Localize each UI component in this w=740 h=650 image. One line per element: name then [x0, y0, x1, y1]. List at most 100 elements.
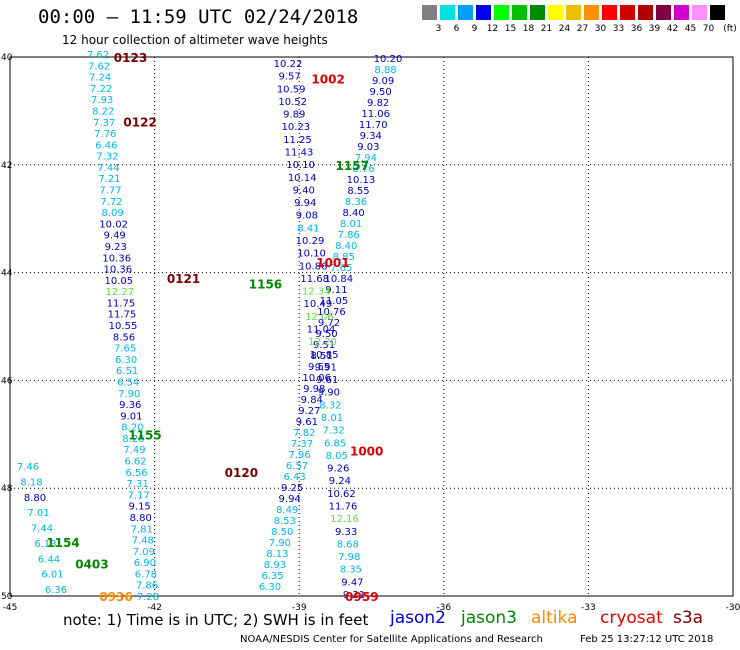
wave-height-value: 10.29 — [296, 236, 325, 247]
scale-label: 36 — [630, 24, 643, 34]
scale-unit: (ft) — [723, 24, 737, 34]
longitude-tick-label: -30 — [726, 603, 740, 613]
scale-label: 24 — [558, 24, 571, 34]
wave-height-value: 9.61 — [296, 417, 318, 428]
wave-height-value: 7.93 — [91, 95, 113, 106]
wave-height-value: 10.86 — [299, 261, 328, 272]
wave-height-value: 8.13 — [266, 549, 288, 560]
wave-height-value: 7.81 — [131, 524, 153, 535]
scale-swatch — [692, 5, 707, 20]
pass-time-label: 1154 — [46, 536, 79, 550]
wave-height-value: 10.55 — [109, 321, 138, 332]
wave-height-value: 10.02 — [99, 219, 128, 230]
wave-height-value: 10.52 — [278, 97, 307, 108]
scale-label: 9 — [471, 24, 478, 34]
longitude-tick-label: -36 — [436, 603, 451, 613]
wave-height-value: 8.36 — [345, 197, 367, 208]
wave-height-value: 9.03 — [357, 142, 379, 153]
wave-height-value: 11.75 — [107, 298, 136, 309]
wave-height-value: 10.76 — [317, 307, 346, 318]
scale-swatch — [512, 5, 527, 20]
wave-height-value: 8.80 — [130, 513, 152, 524]
wave-height-value: 10.20 — [374, 54, 403, 65]
wave-height-value: 6.01 — [41, 570, 63, 581]
scale-label: 33 — [612, 24, 625, 34]
wave-height-value: 7.31 — [126, 479, 148, 490]
wave-height-value: 7.77 — [99, 186, 121, 197]
wave-height-value: 11.06 — [361, 109, 390, 120]
wave-height-value: 6.62 — [124, 457, 146, 468]
pass-time-label: 1155 — [128, 428, 161, 442]
wave-height-value: 6.78 — [135, 569, 157, 580]
scale-swatch — [566, 5, 581, 20]
wave-height-value: 10.85 — [310, 350, 339, 361]
pass-time-label: 0403 — [75, 558, 108, 572]
wave-height-value: 9.50 — [315, 329, 337, 340]
wave-height-value: 9.91 — [315, 362, 337, 373]
wave-height-value: 6.54 — [117, 377, 139, 388]
wave-height-value: 8.50 — [271, 527, 293, 538]
wave-height-value: 10.36 — [102, 253, 131, 264]
wave-height-value: 7.90 — [269, 538, 291, 549]
wave-height-value: 7.28 — [137, 592, 159, 603]
longitude-tick-label: -45 — [3, 603, 18, 613]
wave-height-value: 8.22 — [92, 106, 114, 117]
wave-height-value: 6.30 — [259, 582, 281, 593]
scale-swatch — [440, 5, 455, 20]
wave-height-value: 9.15 — [129, 502, 151, 513]
wave-height-value: 8.35 — [340, 565, 362, 576]
wave-height-value: 7.96 — [288, 450, 310, 461]
scale-label: 21 — [540, 24, 553, 34]
wave-height-value: 6.30 — [115, 355, 137, 366]
wave-height-value: 8.76 — [352, 164, 374, 175]
wave-height-value: 7.09 — [133, 547, 155, 558]
wave-height-value: 8.20 — [122, 434, 144, 445]
wave-height-value: 11.75 — [108, 310, 137, 321]
wave-height-value: 7.46 — [17, 462, 39, 473]
wave-height-value: 7.21 — [98, 174, 120, 185]
wave-height-value: 8.40 — [335, 241, 357, 252]
wave-height-value: 7.37 — [291, 439, 313, 450]
wave-height-value: 7.24 — [89, 73, 111, 84]
pass-time-label: 0120 — [225, 466, 258, 480]
chart-subtitle: 12 hour collection of altimeter wave hei… — [62, 33, 328, 47]
wave-height-value: 7.72 — [100, 197, 122, 208]
latitude-tick-label: 44 — [1, 269, 13, 279]
scale-swatch — [422, 5, 437, 20]
wave-height-value: 6.85 — [324, 438, 346, 449]
wave-height-value: 10.10 — [297, 249, 326, 260]
wave-height-value: 6.13 — [34, 539, 56, 550]
wave-height-value: 7.01 — [27, 508, 49, 519]
scale-swatch — [656, 5, 671, 20]
pass-time-label: 0121 — [167, 272, 200, 286]
scale-label: 30 — [594, 24, 607, 34]
scale-label: 15 — [504, 24, 517, 34]
wave-height-value: 8.40 — [342, 208, 364, 219]
wave-height-value: 8.93 — [264, 560, 286, 571]
scale-swatch — [494, 5, 509, 20]
scale-swatch — [638, 5, 653, 20]
note-text: note: 1) Time is in UTC; 2) SWH is in fe… — [63, 611, 369, 629]
wave-height-value: 6.90 — [134, 558, 156, 569]
wave-height-value: 9.08 — [296, 211, 318, 222]
scale-swatch — [584, 5, 599, 20]
wave-height-value: 7.62 — [87, 50, 109, 61]
wave-height-value: 6.46 — [95, 140, 117, 151]
wave-height-value: 6.43 — [283, 472, 305, 483]
wave-height-value: 8.01 — [321, 413, 343, 424]
latitude-tick-label: 40 — [1, 53, 13, 63]
wave-height-value: 10.36 — [103, 265, 132, 276]
credit-text: NOAA/NESDIS Center for Satellite Applica… — [240, 634, 543, 645]
wave-height-value: 12.27 — [106, 287, 135, 298]
longitude-tick-label: -42 — [147, 603, 162, 613]
wave-height-value: 7.86 — [338, 230, 360, 241]
wave-height-value: 7.32 — [322, 426, 344, 437]
wave-height-value: 7.98 — [338, 552, 360, 563]
satellite-legend-item: jason3 — [461, 608, 517, 628]
wave-height-value: 7.65 — [114, 344, 136, 355]
wave-height-value: 12.34 — [302, 287, 331, 298]
wave-height-value: 8.53 — [274, 516, 296, 527]
wave-height-value: 11.76 — [329, 502, 358, 513]
wave-height-value: 9.49 — [104, 231, 126, 242]
wave-height-value: 7.44 — [31, 524, 53, 535]
